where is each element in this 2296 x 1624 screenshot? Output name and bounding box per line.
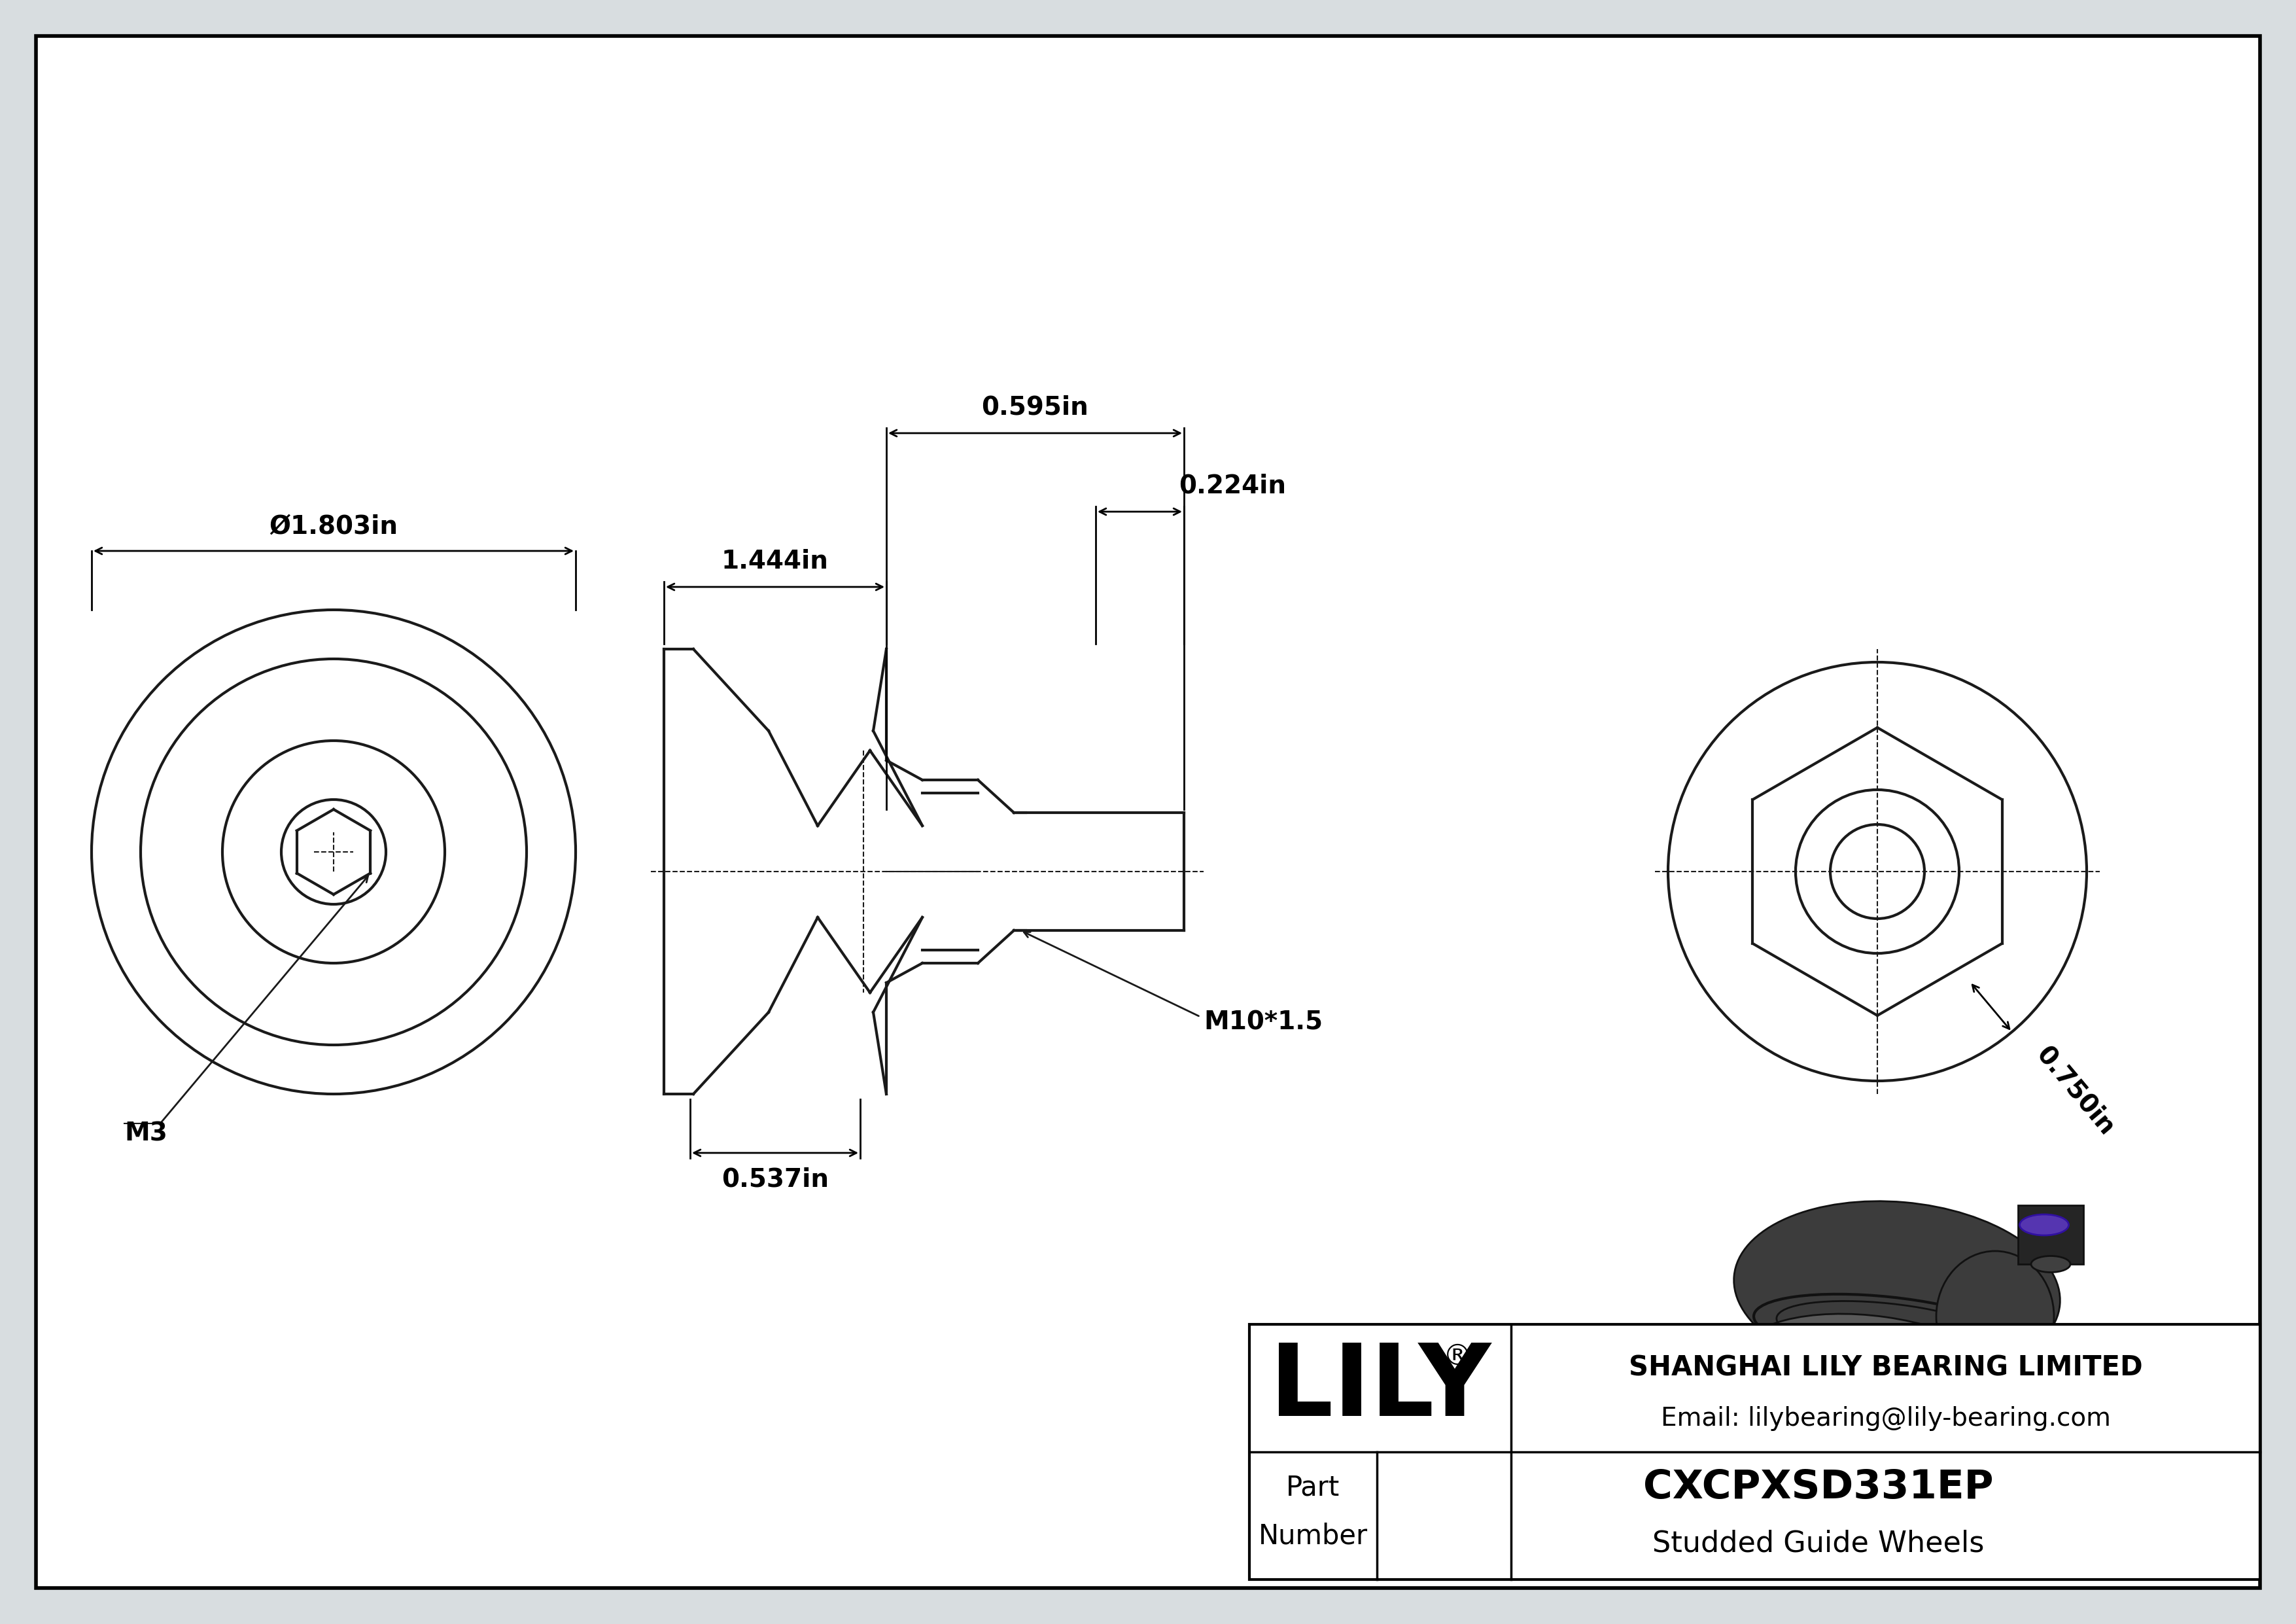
Text: Email: lilybearing@lily-bearing.com: Email: lilybearing@lily-bearing.com bbox=[1660, 1406, 2110, 1431]
Text: Part: Part bbox=[1286, 1475, 1341, 1501]
Ellipse shape bbox=[2020, 1215, 2069, 1236]
Text: ®: ® bbox=[1442, 1343, 1472, 1371]
Text: 0.224in: 0.224in bbox=[1180, 474, 1286, 499]
Ellipse shape bbox=[1738, 1314, 2016, 1437]
Text: M3: M3 bbox=[124, 1121, 168, 1145]
Text: M10*1.5: M10*1.5 bbox=[1203, 1010, 1322, 1034]
Text: LILY: LILY bbox=[1270, 1340, 1490, 1437]
Bar bbox=[1249, 1324, 2259, 1580]
Ellipse shape bbox=[1733, 1202, 2060, 1379]
Text: Ø1.803in: Ø1.803in bbox=[269, 515, 397, 539]
Ellipse shape bbox=[1931, 1343, 2034, 1395]
Text: 0.750in: 0.750in bbox=[2032, 1041, 2119, 1140]
Ellipse shape bbox=[1936, 1250, 2055, 1382]
Ellipse shape bbox=[2032, 1255, 2071, 1272]
Text: 1.444in: 1.444in bbox=[721, 549, 829, 573]
Text: CXCPXSD331EP: CXCPXSD331EP bbox=[1644, 1468, 1993, 1507]
Text: 0.537in: 0.537in bbox=[721, 1168, 829, 1192]
Text: 0.595in: 0.595in bbox=[983, 395, 1088, 421]
Text: Studded Guide Wheels: Studded Guide Wheels bbox=[1653, 1530, 1984, 1557]
Bar bbox=[2018, 1205, 2082, 1263]
Text: Number: Number bbox=[1258, 1522, 1368, 1549]
Text: SHANGHAI LILY BEARING LIMITED: SHANGHAI LILY BEARING LIMITED bbox=[1628, 1354, 2142, 1382]
